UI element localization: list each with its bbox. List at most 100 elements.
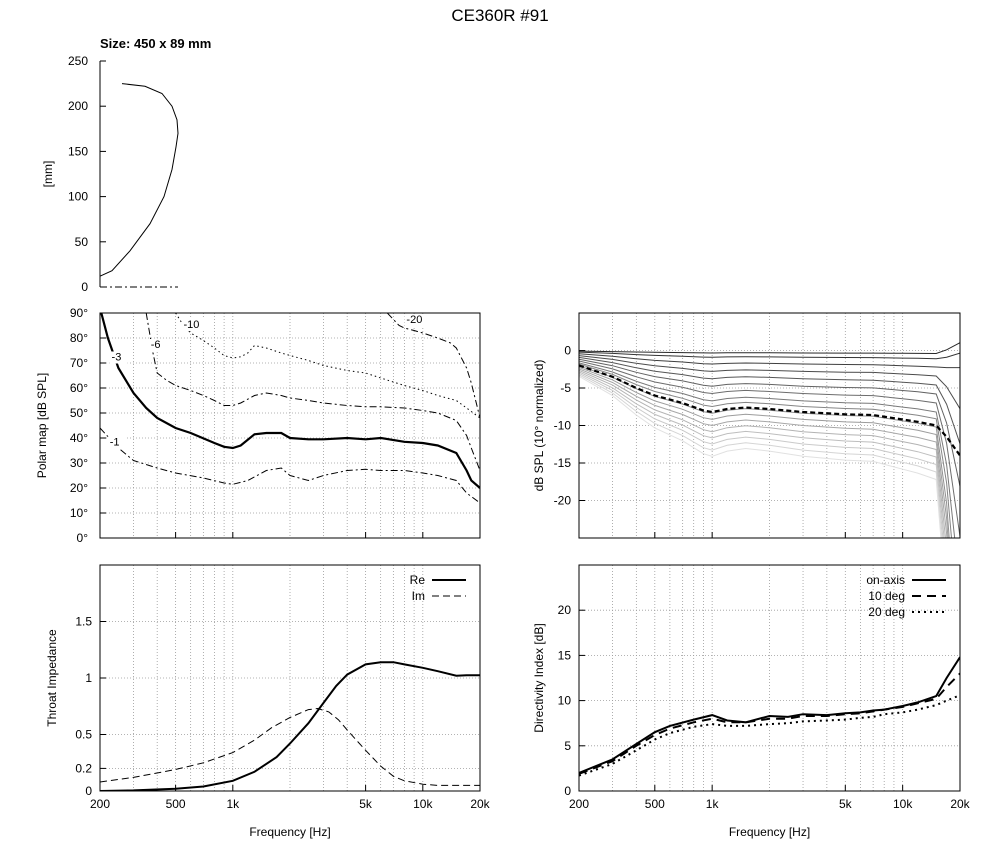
y-tick-label: -15	[554, 456, 572, 470]
angle-curve	[579, 375, 942, 538]
angle-curve	[579, 353, 960, 369]
x-tick-label: 1k	[706, 797, 720, 811]
y-tick-label: 100	[68, 190, 88, 204]
contour-label-bg	[404, 314, 430, 326]
legend-label: Im	[412, 589, 425, 603]
x-tick-label: 1k	[226, 797, 240, 811]
contour-label: -6	[151, 339, 161, 351]
contour-label-bg	[148, 339, 167, 351]
y-tick-label: -20	[554, 494, 572, 508]
angle-curve	[579, 351, 960, 360]
impedance-lines	[100, 661, 480, 791]
angle-curve	[579, 362, 956, 538]
normalized-lines	[579, 342, 960, 538]
angle-curve	[579, 360, 960, 537]
y-tick-label: 0.2	[75, 761, 92, 775]
contour-label-bg	[109, 351, 128, 364]
polar-contour-m3	[100, 313, 480, 489]
y-tick-label: 1.5	[75, 615, 92, 629]
y-tick-label: 60°	[70, 381, 88, 395]
plot-frame	[99, 312, 481, 539]
y-tick-label: 90°	[70, 306, 88, 320]
y-tick-label: 30°	[70, 456, 88, 470]
y-tick-label: 50	[75, 235, 89, 249]
x-tick-label: 200	[90, 797, 110, 811]
impedance-line-re	[100, 661, 480, 791]
plot-frame	[99, 564, 481, 792]
angle-curve	[579, 356, 960, 444]
angle-curve	[579, 355, 960, 409]
legend-label: on-axis	[866, 573, 905, 587]
y-axis-label: Polar map [dB SPL]	[35, 373, 49, 478]
x-axis-label: Frequency [Hz]	[249, 825, 330, 839]
y-tick-label: -5	[560, 381, 571, 395]
angle-curve	[579, 358, 960, 487]
legend-label: 20 deg	[868, 605, 905, 619]
y-tick-label: 10°	[70, 506, 88, 520]
angle-curve	[579, 363, 953, 538]
contour-label: -3	[112, 352, 122, 364]
angle-curve	[579, 369, 946, 538]
impedance-line-im	[100, 707, 480, 786]
contour-label: -10	[183, 319, 199, 331]
page-title: CE360R #91	[451, 6, 549, 25]
y-tick-label: 200	[68, 99, 88, 113]
y-tick-label: 20°	[70, 481, 88, 495]
contour-label: -1	[110, 437, 120, 449]
y-tick-label: 80°	[70, 331, 88, 345]
y-axis-label: [mm]	[41, 161, 55, 188]
directivity-chart: 0 5 10 15 20 200 500 1k 5k 10k 20k Directivity Inde…	[532, 564, 971, 839]
polar-contour-m20	[386, 313, 480, 419]
y-tick-label: 0	[81, 280, 88, 294]
legend-label: 10 deg	[868, 589, 905, 603]
contour-label-bg	[181, 319, 207, 331]
angle-curve	[579, 374, 943, 538]
y-tick-label: 150	[68, 144, 88, 158]
polar-lines	[100, 313, 480, 504]
y-tick-label: 50°	[70, 406, 88, 420]
directivity-lines	[579, 656, 960, 777]
x-tick-label: 20k	[950, 797, 970, 811]
y-tick-label: 40°	[70, 431, 88, 445]
plot-frame	[578, 564, 961, 792]
profile-subtitle: Size: 450 x 89 mm	[100, 36, 211, 51]
y-tick-label: 10	[558, 694, 572, 708]
y-axis-label: Throat Impedance	[45, 629, 59, 727]
contour-label: -20	[406, 314, 422, 326]
polar-contour-m1	[100, 427, 480, 504]
y-tick-label: 0	[85, 784, 92, 798]
legend-label: Re	[410, 573, 426, 587]
y-tick-label: 0°	[77, 531, 89, 545]
directivity-line-1	[579, 672, 960, 775]
y-tick-label: 1	[85, 671, 92, 685]
profile-line-0	[99, 83, 179, 277]
y-tick-label: 250	[68, 54, 88, 68]
y-tick-label: 15	[558, 648, 572, 662]
angle-curve	[579, 368, 948, 538]
x-tick-label: 10k	[413, 797, 433, 811]
y-axis-label: dB SPL (10° normalized)	[532, 360, 546, 492]
x-tick-label: 5k	[839, 797, 853, 811]
y-tick-label: 0	[564, 784, 571, 798]
x-tick-label: 500	[166, 797, 186, 811]
x-tick-label: 200	[569, 797, 589, 811]
angle-curve	[579, 366, 949, 538]
y-tick-label: 20	[558, 603, 572, 617]
directivity-line-2	[579, 694, 960, 777]
x-axis-label: Frequency [Hz]	[729, 825, 810, 839]
x-tick-label: 20k	[470, 797, 490, 811]
x-tick-label: 5k	[359, 797, 373, 811]
angle-curve	[579, 365, 950, 538]
contour-label-bg	[107, 436, 126, 449]
normalized-chart: 0 -5 -10 -15 -20 dB SPL (10° normalized)	[532, 312, 961, 539]
x-tick-label: 10k	[893, 797, 913, 811]
angle-curve	[579, 372, 944, 538]
profile-chart: Size: 450 x 89 mm 0 50 100 150 200 250 [mm]	[41, 36, 211, 294]
polar-contour-m6	[145, 313, 480, 471]
y-tick-label: 0	[564, 344, 571, 358]
y-tick-label: 5	[564, 739, 571, 753]
polar-contour-m10	[175, 313, 480, 419]
polar-chart: 0° 10° 20° 30° 40° 50° 60° 70° 80° 90° Polar map […	[35, 306, 481, 545]
